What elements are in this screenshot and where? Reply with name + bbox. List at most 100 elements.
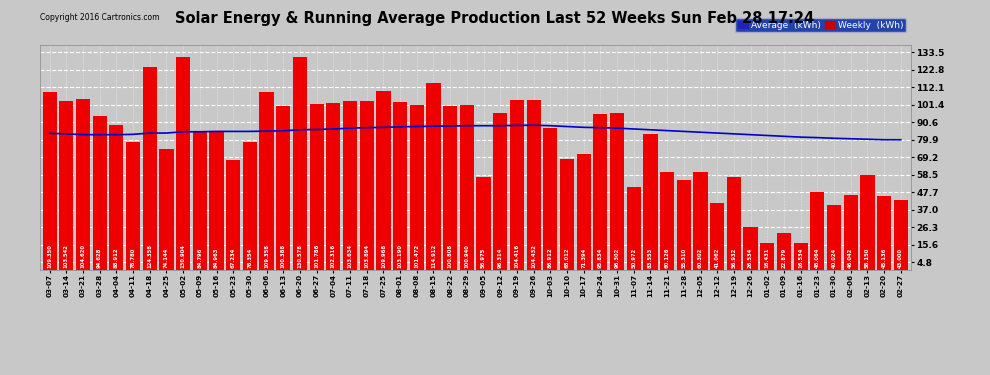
Bar [894, 200, 908, 270]
Bar [710, 203, 725, 270]
Bar [527, 100, 541, 270]
Text: 114.912: 114.912 [431, 243, 436, 267]
Bar [843, 195, 857, 270]
Text: 16.431: 16.431 [764, 247, 770, 267]
Text: 78.354: 78.354 [248, 247, 252, 267]
Bar [510, 100, 524, 270]
Text: 84.963: 84.963 [214, 247, 219, 267]
Text: 55.310: 55.310 [681, 247, 686, 267]
Text: 103.894: 103.894 [364, 243, 369, 267]
Bar [310, 104, 324, 270]
Bar [393, 102, 407, 270]
Text: 104.432: 104.432 [531, 244, 537, 267]
Bar [276, 106, 290, 270]
Text: 109.968: 109.968 [381, 243, 386, 267]
Text: 40.024: 40.024 [832, 248, 837, 267]
Bar [493, 113, 507, 270]
Text: 100.940: 100.940 [464, 244, 469, 267]
Bar [193, 132, 207, 270]
Bar [794, 243, 808, 270]
Text: 22.879: 22.879 [781, 247, 786, 267]
Text: 109.358: 109.358 [264, 243, 269, 267]
Bar [777, 233, 791, 270]
Text: 101.472: 101.472 [414, 243, 420, 267]
Bar [293, 57, 307, 270]
Bar [327, 103, 341, 270]
Bar [610, 113, 624, 270]
Bar [593, 114, 608, 270]
Text: 58.150: 58.150 [865, 247, 870, 267]
Text: 16.534: 16.534 [798, 247, 803, 267]
Bar [693, 172, 708, 270]
Text: 71.394: 71.394 [581, 247, 586, 267]
Text: 104.620: 104.620 [80, 243, 85, 267]
Bar [877, 196, 891, 270]
Text: 56.932: 56.932 [732, 247, 737, 267]
Text: 94.628: 94.628 [97, 247, 102, 267]
Text: 84.796: 84.796 [197, 247, 202, 267]
Text: 101.786: 101.786 [314, 243, 319, 267]
Bar [59, 101, 73, 270]
Text: 60.126: 60.126 [664, 247, 669, 267]
Text: 45.136: 45.136 [882, 247, 887, 267]
Text: 103.634: 103.634 [347, 243, 352, 267]
Text: 86.912: 86.912 [547, 247, 552, 267]
Bar [727, 177, 741, 270]
Bar [677, 180, 691, 270]
Text: 83.553: 83.553 [647, 247, 653, 267]
Text: 68.012: 68.012 [564, 247, 569, 267]
Text: 104.416: 104.416 [515, 243, 520, 267]
Bar [343, 101, 357, 270]
Bar [760, 243, 774, 270]
Text: 67.234: 67.234 [231, 247, 236, 267]
Bar [660, 172, 674, 270]
Text: 124.358: 124.358 [148, 243, 152, 267]
Text: 103.542: 103.542 [63, 244, 68, 267]
Bar [743, 227, 757, 270]
Text: 48.064: 48.064 [815, 247, 820, 267]
Bar [143, 67, 156, 270]
Text: 41.062: 41.062 [715, 247, 720, 267]
Bar [827, 205, 842, 270]
Bar [544, 128, 557, 270]
Bar [126, 141, 141, 270]
Bar [210, 132, 224, 270]
Bar [93, 116, 107, 270]
Text: 88.912: 88.912 [114, 247, 119, 267]
Bar [860, 175, 874, 270]
Text: 74.144: 74.144 [164, 247, 169, 267]
Bar [259, 92, 273, 270]
Text: 50.972: 50.972 [632, 248, 637, 267]
Text: 103.190: 103.190 [398, 243, 403, 267]
Bar [444, 106, 457, 270]
Text: 26.534: 26.534 [748, 247, 753, 267]
Bar [159, 149, 173, 270]
Bar [644, 134, 657, 270]
Text: 130.578: 130.578 [297, 243, 303, 267]
Bar [376, 91, 390, 270]
Text: 130.904: 130.904 [180, 244, 186, 267]
Bar [243, 142, 257, 270]
Text: 96.302: 96.302 [615, 247, 620, 267]
Bar [226, 160, 241, 270]
Bar [810, 192, 825, 270]
Bar [560, 159, 574, 270]
Bar [76, 99, 90, 270]
Text: 95.834: 95.834 [598, 247, 603, 267]
Bar [410, 105, 424, 270]
Text: 60.302: 60.302 [698, 247, 703, 267]
Bar [476, 177, 491, 270]
Text: Solar Energy & Running Average Production Last 52 Weeks Sun Feb 28 17:24: Solar Energy & Running Average Productio… [175, 11, 815, 26]
Text: 100.388: 100.388 [281, 243, 286, 267]
Text: 96.314: 96.314 [498, 247, 503, 267]
Text: 102.316: 102.316 [331, 243, 336, 267]
Text: 43.000: 43.000 [898, 248, 903, 267]
Text: 46.042: 46.042 [848, 247, 853, 267]
Text: 56.975: 56.975 [481, 247, 486, 267]
Bar [176, 57, 190, 270]
Bar [359, 100, 374, 270]
Legend: Average  (kWh), Weekly  (kWh): Average (kWh), Weekly (kWh) [735, 18, 906, 32]
Bar [43, 92, 56, 270]
Text: 78.780: 78.780 [131, 247, 136, 267]
Text: Copyright 2016 Cartronics.com: Copyright 2016 Cartronics.com [40, 13, 159, 22]
